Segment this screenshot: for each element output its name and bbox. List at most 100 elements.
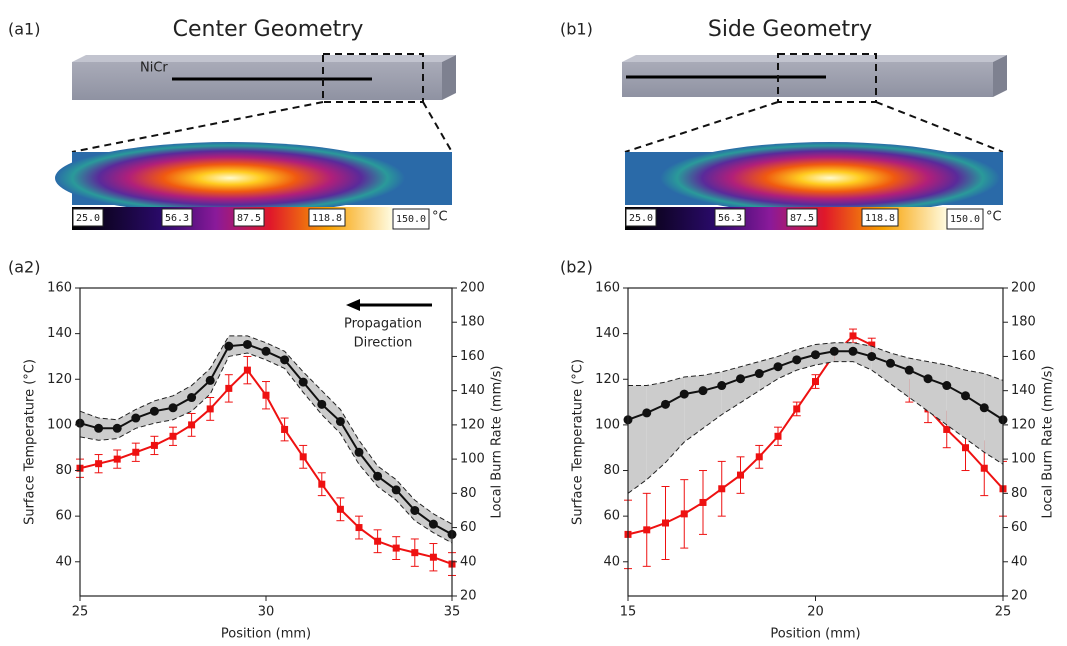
marker xyxy=(962,444,969,452)
marker xyxy=(942,381,952,391)
band xyxy=(684,375,703,442)
y2-axis-title: Local Burn Rate (mm/s) xyxy=(1041,365,1056,518)
marker xyxy=(793,405,801,413)
y2-axis-title: Local Burn Rate (mm/s) xyxy=(490,365,505,518)
slab xyxy=(72,62,442,100)
band-edge xyxy=(627,361,1004,494)
annotation: Propagation xyxy=(344,317,422,332)
marker xyxy=(205,375,215,385)
panel-label: (a2) xyxy=(8,258,40,277)
marker xyxy=(868,341,876,349)
y-tick-label: 40 xyxy=(55,554,72,569)
marker xyxy=(642,408,652,418)
marker xyxy=(242,339,252,349)
marker xyxy=(680,510,688,518)
slab-top xyxy=(72,55,456,62)
marker xyxy=(812,378,819,386)
band-edge xyxy=(628,342,1004,387)
marker xyxy=(149,406,159,416)
zoom-line xyxy=(71,101,324,153)
marker xyxy=(923,374,933,384)
band xyxy=(965,370,985,453)
band xyxy=(665,376,685,463)
colorbar-box xyxy=(161,208,193,227)
marker xyxy=(168,403,178,413)
marker xyxy=(224,341,234,351)
marker xyxy=(410,505,420,515)
band-edge xyxy=(79,352,453,544)
colorbar-tick: 118.8 xyxy=(865,213,895,224)
marker xyxy=(411,549,419,557)
colorbar-tick: 150.0 xyxy=(396,214,426,225)
y2-tick-label: 80 xyxy=(1011,486,1028,501)
y2-tick-label: 120 xyxy=(460,417,485,432)
y2-tick-label: 200 xyxy=(460,281,485,296)
band xyxy=(740,361,760,403)
marker xyxy=(718,485,726,493)
marker xyxy=(774,432,782,440)
y2-tick-label: 60 xyxy=(1011,520,1028,535)
colorbar-tick: 118.8 xyxy=(312,213,342,224)
y2-tick-label: 100 xyxy=(1011,452,1036,467)
y2-tick-label: 60 xyxy=(460,520,477,535)
marker xyxy=(335,416,345,426)
marker xyxy=(299,453,307,461)
y2-tick-label: 20 xyxy=(1011,589,1028,604)
marker xyxy=(961,391,970,401)
colorbar-box xyxy=(786,208,818,227)
marker xyxy=(150,441,158,449)
marker xyxy=(679,389,689,399)
marker xyxy=(904,365,914,375)
y2-tick-label: 160 xyxy=(1011,349,1036,364)
band xyxy=(946,365,966,439)
colorbar-unit: °C xyxy=(986,210,1002,225)
hot-spot xyxy=(55,142,405,214)
x-tick-label: 35 xyxy=(444,605,461,620)
marker xyxy=(131,413,141,423)
y-tick-label: 40 xyxy=(603,554,620,569)
marker xyxy=(979,403,989,413)
x-tick-label: 25 xyxy=(72,605,89,620)
marker xyxy=(698,386,708,396)
x-tick-label: 25 xyxy=(995,605,1012,620)
schematic-title: Center Geometry xyxy=(173,17,364,42)
y2-tick-label: 120 xyxy=(1011,417,1036,432)
marker xyxy=(848,346,858,356)
slab-side xyxy=(442,55,456,100)
marker xyxy=(169,432,177,440)
y2-tick-label: 140 xyxy=(460,383,485,398)
marker xyxy=(717,381,727,391)
y2-tick-label: 20 xyxy=(460,589,477,604)
marker xyxy=(374,537,382,545)
marker xyxy=(132,448,140,456)
marker xyxy=(886,358,895,368)
zoom-line xyxy=(422,101,453,153)
marker xyxy=(754,369,764,379)
marker xyxy=(243,366,251,374)
marker xyxy=(849,332,857,340)
x-tick-label: 20 xyxy=(807,605,824,620)
band xyxy=(984,373,1003,465)
wire-label: NiCr xyxy=(140,61,168,76)
marker xyxy=(736,374,745,384)
marker xyxy=(391,485,401,495)
y-axis-title: Surface Temperature (°C) xyxy=(23,359,38,525)
colorbar-tick: 25.0 xyxy=(629,213,653,224)
slab-side xyxy=(993,55,1007,97)
band xyxy=(721,366,741,415)
zoom-line xyxy=(875,101,1004,153)
marker xyxy=(261,346,271,356)
zoom-box xyxy=(777,53,877,103)
annotation: Direction xyxy=(354,336,413,351)
marker xyxy=(112,423,122,433)
slab xyxy=(622,62,993,97)
band xyxy=(909,358,928,412)
marker xyxy=(281,425,289,433)
colorbar-box xyxy=(861,208,899,227)
marker xyxy=(943,425,951,433)
y2-tick-label: 180 xyxy=(1011,315,1036,330)
band xyxy=(759,356,778,391)
y-tick-label: 120 xyxy=(47,372,72,387)
marker xyxy=(429,553,437,561)
